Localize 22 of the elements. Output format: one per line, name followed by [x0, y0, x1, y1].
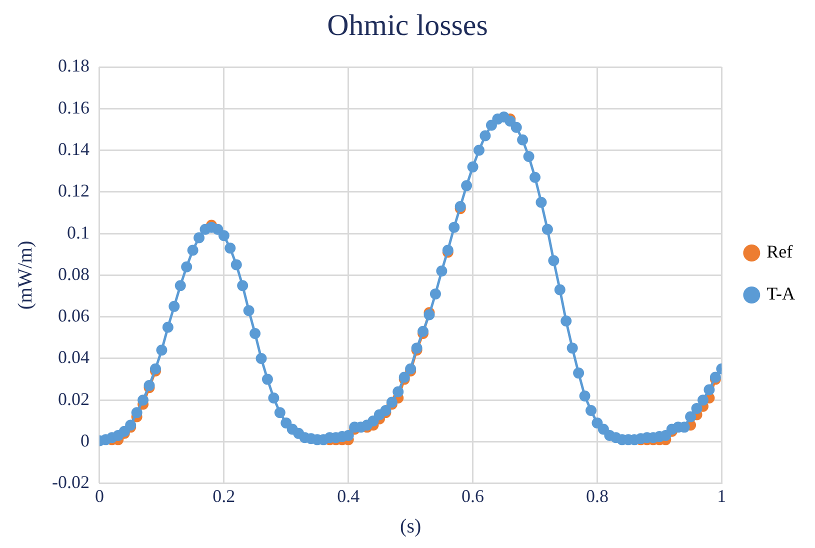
- y-tick-label: 0.16: [58, 97, 90, 118]
- x-tick-label: 0.6: [462, 486, 484, 506]
- x-tick-label: 0.4: [337, 486, 360, 506]
- x-tick-label: 0: [94, 486, 104, 506]
- y-tick-label: 0.06: [58, 306, 90, 326]
- x-tick-label: 0.8: [586, 486, 608, 506]
- legend-label: Ref: [766, 242, 793, 262]
- y-axis-title: (mW/m): [14, 240, 36, 310]
- x-tick-label: 1: [717, 486, 726, 506]
- x-axis-title: (s): [400, 515, 422, 538]
- y-tick-label: 0.14: [58, 139, 90, 160]
- legend-label: T-A: [766, 284, 796, 304]
- chart-title: Ohmic losses: [327, 8, 488, 42]
- y-tick-label: -0.02: [52, 472, 90, 492]
- y-tick-label: 0.02: [58, 388, 90, 409]
- y-tick-label: 0.1: [66, 222, 90, 242]
- y-tick-label: 0.08: [58, 264, 90, 284]
- y-tick-label: 0: [80, 430, 90, 450]
- x-tick-label: 0.2: [212, 486, 236, 506]
- y-tick-label: 0.04: [58, 347, 90, 368]
- y-tick-label: 0.18: [58, 56, 90, 76]
- y-tick-label: 0.12: [58, 180, 90, 201]
